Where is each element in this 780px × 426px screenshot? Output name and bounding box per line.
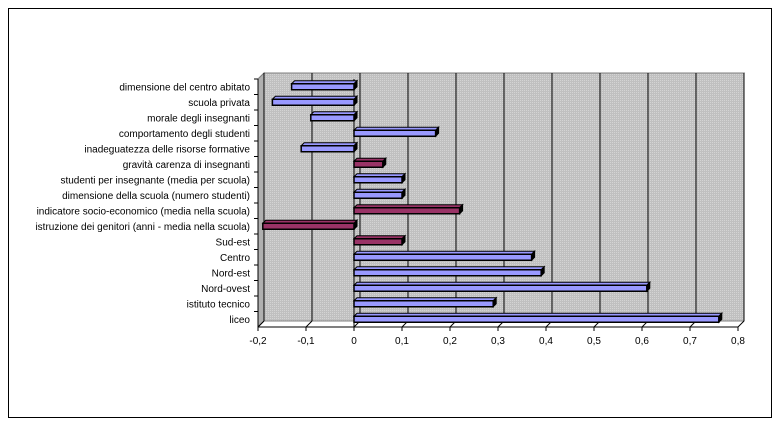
category-label: liceo: [229, 315, 250, 326]
x-tick-label: 0: [351, 336, 357, 347]
x-tick-label: 0,2: [443, 336, 457, 347]
x-tick-label: 0,8: [731, 336, 745, 347]
plot-side-wall: [257, 71, 265, 329]
bar: [300, 145, 355, 153]
bar: [310, 114, 355, 122]
x-tick-label: 0,4: [539, 336, 553, 347]
bar: [353, 129, 437, 137]
category-label: Centro: [220, 253, 250, 264]
bar: [353, 315, 720, 323]
bar: [290, 83, 355, 91]
bar: [262, 222, 355, 230]
x-tick-label: 0,3: [491, 336, 505, 347]
bar: [353, 176, 403, 184]
category-label: inadeguatezza delle risorse formative: [84, 144, 250, 155]
bar: [353, 253, 533, 261]
x-tick-label: 0,1: [395, 336, 409, 347]
bar: [271, 98, 355, 106]
bar: [353, 160, 384, 168]
category-label: scuola privata: [188, 98, 250, 109]
category-label: istituto tecnico: [187, 299, 251, 310]
category-label: indicatore socio-economico (media nella …: [37, 206, 250, 217]
bar: [353, 284, 648, 292]
category-label: studenti per insegnante (media per scuol…: [60, 175, 250, 186]
x-tick-label: 0,6: [635, 336, 649, 347]
x-tick-label: -0,2: [249, 336, 267, 347]
bar: [353, 269, 542, 277]
category-label: istruzione dei genitori (anni - media ne…: [35, 222, 250, 233]
gridline-depth: [305, 320, 313, 328]
x-tick-label: 0,5: [587, 336, 601, 347]
category-label: dimensione del centro abitato: [119, 82, 250, 93]
gridline-depth: [257, 320, 265, 328]
gridline-depth: [737, 320, 745, 328]
bar: [353, 191, 403, 199]
x-tick-label: -0,1: [297, 336, 315, 347]
category-label: Nord-ovest: [201, 284, 250, 295]
category-label: dimensione della scuola (numero studenti…: [62, 191, 250, 202]
bar: [353, 207, 461, 215]
bar: [353, 238, 403, 246]
category-label: morale degli insegnanti: [147, 113, 250, 124]
x-tick-label: 0,7: [683, 336, 697, 347]
category-label: gravità carenza di insegnanti: [123, 160, 250, 171]
bar: [353, 300, 494, 308]
category-label: Nord-est: [212, 268, 251, 279]
category-label: Sud-est: [216, 237, 251, 248]
category-label: comportamento degli studenti: [119, 129, 250, 140]
